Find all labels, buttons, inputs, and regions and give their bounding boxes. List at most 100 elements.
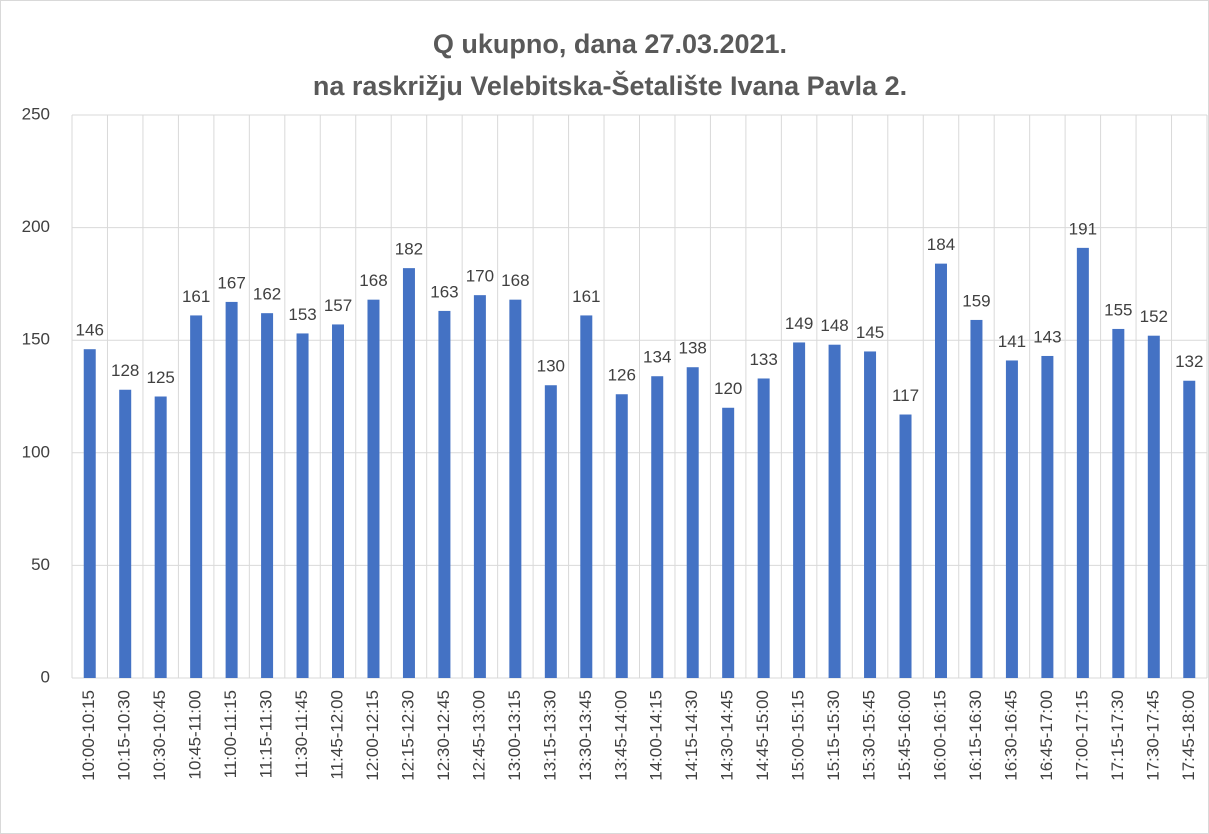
bar	[83, 349, 96, 678]
x-tick-label: 14:30-14:45	[718, 690, 737, 781]
x-tick-label: 15:45-16:00	[895, 690, 914, 781]
bar	[580, 315, 593, 678]
bar	[544, 385, 557, 678]
bar	[509, 299, 522, 678]
bar	[332, 324, 345, 678]
x-tick-label: 17:00-17:15	[1072, 690, 1091, 781]
x-tick-label: 10:00-10:15	[79, 690, 98, 781]
x-tick-label: 15:00-15:15	[789, 690, 808, 781]
x-tick-label: 12:15-12:30	[398, 690, 417, 781]
bar	[367, 299, 380, 678]
data-label: 184	[927, 235, 955, 254]
bar	[722, 407, 735, 678]
data-label: 168	[501, 271, 529, 290]
data-label: 157	[324, 296, 352, 315]
bar	[793, 342, 806, 678]
x-tick-label: 11:45-12:00	[328, 690, 347, 779]
x-tick-label: 14:15-14:30	[682, 690, 701, 781]
x-tick-label: 16:45-17:00	[1037, 690, 1056, 781]
data-label: 143	[1033, 327, 1061, 346]
bar	[1112, 328, 1125, 678]
x-tick-label: 12:00-12:15	[363, 690, 382, 781]
x-tick-label: 14:00-14:15	[647, 690, 666, 781]
data-label: 126	[608, 366, 636, 385]
bar	[970, 319, 983, 678]
x-tick-label: 12:45-13:00	[469, 690, 488, 781]
x-tick-label: 13:00-13:15	[505, 690, 524, 781]
bar	[934, 263, 947, 678]
data-label: 148	[820, 316, 848, 335]
bar	[1147, 335, 1160, 678]
bar	[438, 310, 451, 678]
data-label: 167	[217, 273, 245, 292]
x-tick-label: 16:30-16:45	[1001, 690, 1020, 781]
chart-title: na raskrižju Velebitska-Šetalište Ivana …	[313, 70, 907, 101]
data-label: 120	[714, 379, 742, 398]
x-tick-label: 11:15-11:30	[257, 690, 276, 778]
x-tick-label: 10:15-10:30	[115, 690, 134, 781]
chart-title: Q ukupno, dana 27.03.2021.	[433, 29, 787, 59]
x-tick-label: 13:30-13:45	[576, 690, 595, 781]
bar	[225, 301, 238, 678]
bar	[296, 333, 309, 678]
data-label: 159	[962, 291, 990, 310]
y-tick-label: 50	[31, 555, 50, 574]
bar	[402, 268, 415, 678]
data-label: 125	[146, 368, 174, 387]
data-label: 133	[749, 350, 777, 369]
x-tick-label: 15:15-15:30	[824, 690, 843, 781]
bar	[1005, 360, 1018, 678]
bar	[899, 414, 912, 678]
bar	[615, 394, 628, 678]
data-label: 161	[572, 287, 600, 306]
x-tick-label: 17:15-17:30	[1108, 690, 1127, 781]
data-label: 168	[359, 271, 387, 290]
x-tick-label: 13:45-14:00	[611, 690, 630, 781]
x-tick-label: 17:45-18:00	[1179, 690, 1198, 781]
bar	[828, 344, 841, 678]
data-label: 141	[998, 332, 1026, 351]
x-tick-label: 10:30-10:45	[150, 690, 169, 781]
y-tick-label: 250	[22, 104, 50, 123]
x-tick-label: 15:30-15:45	[860, 690, 879, 781]
x-tick-label: 13:15-13:30	[540, 690, 559, 781]
data-label: 182	[395, 240, 423, 259]
y-tick-label: 100	[22, 442, 50, 461]
bar	[261, 313, 274, 678]
x-tick-label: 17:30-17:45	[1143, 690, 1162, 781]
x-tick-label: 11:00-11:15	[221, 690, 240, 778]
data-label: 138	[679, 339, 707, 358]
bar	[864, 351, 877, 678]
data-label: 145	[856, 323, 884, 342]
bar	[154, 396, 167, 678]
bar	[1183, 380, 1196, 678]
data-label: 155	[1104, 300, 1132, 319]
data-label: 191	[1069, 219, 1097, 238]
y-tick-label: 200	[22, 217, 50, 236]
data-label: 162	[253, 285, 281, 304]
bar	[1076, 247, 1089, 679]
bar	[1041, 355, 1054, 678]
bar	[473, 295, 486, 678]
data-label: 130	[537, 357, 565, 376]
bar	[651, 376, 664, 678]
data-label: 149	[785, 314, 813, 333]
data-label: 163	[430, 282, 458, 301]
bar	[190, 315, 203, 678]
data-label: 117	[892, 386, 919, 405]
x-tick-label: 10:45-11:00	[186, 690, 205, 779]
data-label: 170	[466, 267, 494, 286]
data-label: 134	[643, 348, 671, 367]
x-tick-label: 16:00-16:15	[930, 690, 949, 781]
data-label: 128	[111, 361, 139, 380]
bar	[119, 389, 132, 678]
y-tick-label: 150	[22, 330, 50, 349]
bar	[686, 367, 699, 678]
x-tick-label: 11:30-11:45	[292, 690, 311, 778]
bar	[757, 378, 770, 678]
data-label: 132	[1175, 352, 1203, 371]
data-label: 146	[76, 321, 104, 340]
data-label: 161	[182, 287, 210, 306]
x-tick-label: 16:15-16:30	[966, 690, 985, 781]
